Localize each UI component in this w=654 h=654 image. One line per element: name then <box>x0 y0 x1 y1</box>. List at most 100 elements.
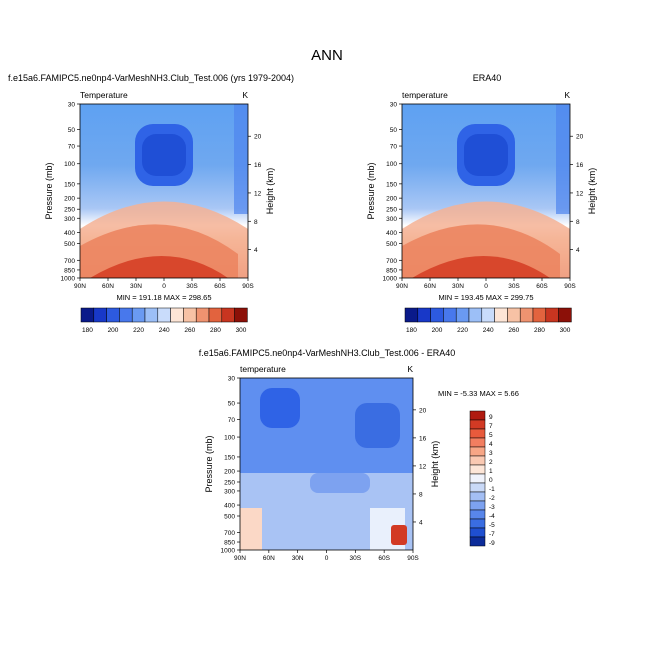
x-tick-label: 0 <box>325 555 329 562</box>
colorbar-label: 220 <box>133 327 144 334</box>
y2-tick-label: 8 <box>254 219 258 226</box>
colorbar-label: 280 <box>534 327 545 334</box>
y-tick-label: 200 <box>64 196 75 203</box>
colorbar-box <box>469 509 486 520</box>
y2-tick-label: 12 <box>419 463 427 470</box>
y-tick-label: 70 <box>390 144 398 151</box>
colorbar-box <box>195 307 210 323</box>
y-tick-label: 50 <box>390 127 398 134</box>
y-tick-label: 100 <box>64 161 75 168</box>
colorbar-label: 4 <box>489 441 493 448</box>
figure-title: ANN <box>311 47 343 64</box>
colorbar-label: 240 <box>483 327 494 334</box>
y-tick-label: 100 <box>386 161 397 168</box>
colorbar-label: 180 <box>82 327 93 334</box>
polar-cold-strip <box>556 104 570 214</box>
colorbar-label: 0 <box>489 477 493 484</box>
y2-axis-label: Height (km) <box>430 441 440 488</box>
colorbar-box <box>469 464 486 475</box>
y-tick-label: 300 <box>386 216 397 223</box>
x-tick-label: 60N <box>263 555 275 562</box>
colorbar-box <box>481 307 495 323</box>
x-tick-label: 30S <box>508 283 520 290</box>
colorbar-label: 7 <box>489 423 493 430</box>
colorbar-box <box>468 307 483 323</box>
y-tick-label: 70 <box>228 417 236 424</box>
colorbar-box <box>469 482 486 493</box>
colorbar-box <box>183 307 197 323</box>
x-tick-label: 90N <box>74 283 86 290</box>
colorbar-box <box>119 307 133 323</box>
y-tick-label: 1000 <box>383 276 398 283</box>
cold-core-inner <box>142 134 186 176</box>
warm-layer-3 <box>90 256 228 278</box>
colorbar-label: -1 <box>489 486 495 493</box>
x-tick-label: 60N <box>424 283 436 290</box>
x-tick-label: 60S <box>536 283 548 290</box>
y-tick-label: 150 <box>224 454 235 461</box>
colorbar-box <box>469 473 486 484</box>
colorbar-box <box>469 437 486 448</box>
colorbar-label: 200 <box>432 327 443 334</box>
colorbar-label: 300 <box>560 327 571 334</box>
colorbar-label: -9 <box>489 540 495 547</box>
diff-cold-patch-2 <box>355 403 400 448</box>
colorbar-box <box>469 446 486 457</box>
y-tick-label: 400 <box>224 503 235 510</box>
colorbar-box <box>519 307 534 323</box>
y-tick-label: 50 <box>68 127 76 134</box>
left-string: temperature <box>240 364 286 374</box>
colorbar-label: 180 <box>406 327 417 334</box>
y2-tick-label: 8 <box>576 219 580 226</box>
colorbar-label: -3 <box>489 504 495 511</box>
colorbar-label: 260 <box>508 327 519 334</box>
x-tick-label: 30N <box>292 555 304 562</box>
colorbar-label: 9 <box>489 414 493 421</box>
y2-tick-label: 12 <box>576 190 584 197</box>
colorbar-label: 240 <box>159 327 170 334</box>
colorbar-label: 220 <box>457 327 468 334</box>
colorbar-box <box>469 536 486 547</box>
colorbar-box <box>507 307 521 323</box>
colorbar-box <box>469 527 486 538</box>
y-tick-label: 200 <box>224 469 235 476</box>
y-tick-label: 1000 <box>61 276 76 283</box>
y2-axis-label: Height (km) <box>587 168 597 215</box>
y2-tick-label: 16 <box>254 162 262 169</box>
right-string: K <box>407 364 413 374</box>
y2-tick-label: 8 <box>419 491 423 498</box>
panel-title: f.e15a6.FAMIPC5.ne0np4-VarMeshNH3.Club_T… <box>199 348 455 358</box>
y2-tick-label: 16 <box>419 435 427 442</box>
x-tick-label: 30N <box>130 283 142 290</box>
colorbar-label: -2 <box>489 495 495 502</box>
y2-tick-label: 20 <box>254 134 262 141</box>
colorbar-box <box>208 307 223 323</box>
x-tick-label: 30S <box>186 283 198 290</box>
y2-tick-label: 4 <box>419 519 423 526</box>
colorbar-box <box>430 307 444 323</box>
colorbar-box <box>469 428 486 439</box>
y-tick-label: 250 <box>64 207 75 214</box>
colorbar-box <box>469 518 486 529</box>
y2-tick-label: 20 <box>419 407 427 414</box>
colorbar-box <box>494 307 508 323</box>
colorbar-box <box>404 307 419 323</box>
y-axis-label: Pressure (mb) <box>366 162 376 219</box>
y-tick-label: 400 <box>64 230 75 237</box>
colorbar-box <box>157 307 171 323</box>
colorbar-box <box>80 307 95 323</box>
x-tick-label: 90N <box>234 555 246 562</box>
x-tick-label: 0 <box>484 283 488 290</box>
y-tick-label: 150 <box>64 181 75 188</box>
warm-layer-3 <box>412 256 550 278</box>
colorbar-box <box>545 307 559 323</box>
left-string: temperature <box>402 90 448 100</box>
colorbar-label: 5 <box>489 432 493 439</box>
y-tick-label: 850 <box>224 540 235 547</box>
panel-title: ERA40 <box>473 73 502 83</box>
x-tick-label: 30S <box>350 555 362 562</box>
panel-title: f.e15a6.FAMIPC5.ne0np4-VarMeshNH3.Club_T… <box>8 73 294 83</box>
colorbar-box <box>469 419 486 430</box>
y-tick-label: 250 <box>224 480 235 487</box>
y-tick-label: 700 <box>224 530 235 537</box>
